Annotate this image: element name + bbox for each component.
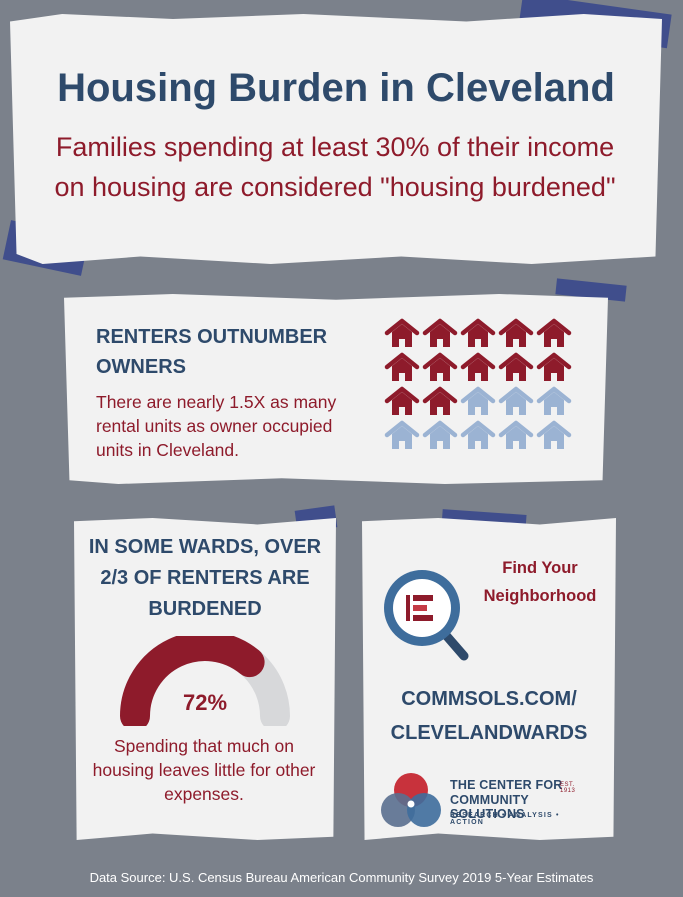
rental-house-icon bbox=[422, 386, 458, 415]
rental-house-icon bbox=[422, 318, 458, 347]
website-link[interactable]: COMMSOLS.COM/ CLEVELANDWARDS bbox=[390, 688, 588, 744]
wards-panel: IN SOME WARDS, OVER 2/3 OF RENTERS ARE B… bbox=[74, 518, 336, 840]
logo-circles-icon bbox=[381, 773, 441, 827]
owner-house-icon bbox=[384, 420, 420, 449]
community-solutions-logo: THE CENTER FOR COMMUNITY SOLUTIONS RESEA… bbox=[376, 770, 592, 834]
house-icon-grid bbox=[384, 318, 579, 450]
rental-house-icon bbox=[498, 352, 534, 381]
logo-name-line2: COMMUNITY SOLUTIONS bbox=[450, 793, 529, 821]
rental-house-icon bbox=[498, 318, 534, 347]
rental-house-icon bbox=[460, 352, 496, 381]
owner-house-icon bbox=[422, 420, 458, 449]
rental-house-icon bbox=[536, 352, 572, 381]
owner-house-icon bbox=[460, 420, 496, 449]
rental-house-icon bbox=[460, 318, 496, 347]
logo-tagline: RESEARCH • ANALYSIS • ACTION bbox=[450, 812, 560, 826]
page-title: Housing Burden in Cleveland bbox=[57, 66, 615, 110]
renters-text: There are nearly 1.5X as many rental uni… bbox=[96, 392, 337, 460]
owner-house-icon bbox=[536, 386, 572, 415]
rental-house-icon bbox=[384, 318, 420, 347]
page-subtitle: Families spending at least 30% of their … bbox=[54, 132, 616, 202]
wards-heading: IN SOME WARDS, OVER 2/3 OF RENTERS ARE B… bbox=[88, 536, 322, 620]
rental-house-icon bbox=[384, 386, 420, 415]
burden-gauge bbox=[120, 636, 290, 726]
rental-house-icon bbox=[384, 352, 420, 381]
gauge-fill bbox=[120, 636, 265, 726]
owner-house-icon bbox=[498, 420, 534, 449]
link-panel: Find Your Neighborhood COMMSOLS.COM/ CLE… bbox=[362, 518, 616, 840]
owner-house-icon bbox=[460, 386, 496, 415]
find-neighborhood-text: Find Your Neighborhood bbox=[483, 559, 597, 605]
gauge-percent-label: 72% bbox=[182, 690, 228, 715]
owner-house-icon bbox=[498, 386, 534, 415]
rental-house-icon bbox=[536, 318, 572, 347]
logo-name-line1: THE CENTER FOR bbox=[450, 778, 563, 792]
magnifier-icon[interactable] bbox=[376, 558, 476, 668]
renters-panel: RENTERS OUTNUMBER OWNERS There are nearl… bbox=[64, 294, 608, 484]
rental-house-icon bbox=[422, 352, 458, 381]
logo-established: EST. 1913 bbox=[560, 782, 576, 794]
wards-text: Spending that much on housing leaves lit… bbox=[92, 736, 316, 804]
header-panel: Housing Burden in Cleveland Families spe… bbox=[10, 14, 662, 264]
owner-house-icon bbox=[536, 420, 572, 449]
renters-heading: RENTERS OUTNUMBER OWNERS bbox=[96, 326, 328, 378]
data-source: Data Source: U.S. Census Bureau American… bbox=[89, 870, 594, 885]
